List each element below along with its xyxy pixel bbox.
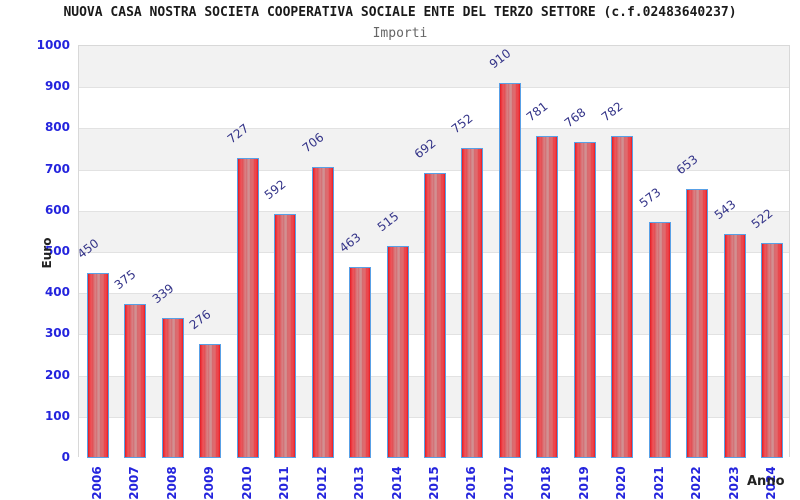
- plot-area: [78, 45, 790, 458]
- x-tick-label: 2020: [614, 466, 629, 500]
- x-tick-label: 2022: [689, 466, 704, 500]
- bar-2006: [86, 272, 109, 458]
- bar-2022: [686, 188, 709, 458]
- bar-2010: [236, 158, 259, 458]
- y-axis-title: Euro: [40, 237, 54, 269]
- x-tick-label: 2016: [464, 466, 479, 500]
- bar-2024: [761, 242, 784, 458]
- x-tick-label: 2015: [427, 466, 441, 500]
- x-tick-label: 2023: [726, 466, 741, 500]
- y-tick-label: 0: [61, 450, 70, 464]
- y-tick-label: 800: [44, 120, 70, 135]
- x-tick-label: 2019: [576, 466, 591, 500]
- x-tick-label: 2007: [127, 466, 142, 500]
- bar-2012: [311, 167, 334, 458]
- bar-2016: [461, 148, 484, 458]
- bar-2014: [386, 245, 409, 458]
- bar-2023: [723, 234, 746, 458]
- bar-2019: [573, 141, 596, 458]
- x-tick-label: 2006: [89, 466, 104, 500]
- x-tick-label: 2014: [389, 466, 404, 500]
- bar-2011: [274, 214, 297, 458]
- y-tick-label: 1000: [36, 38, 70, 52]
- bar-2009: [199, 344, 222, 458]
- x-tick-label: 2021: [651, 466, 666, 500]
- bar-2020: [611, 135, 634, 458]
- x-tick-label: 2013: [352, 466, 367, 500]
- bar-2018: [536, 136, 559, 458]
- bar-2007: [124, 303, 147, 458]
- x-axis-title: Anno: [747, 474, 785, 489]
- bar-2021: [648, 221, 671, 458]
- x-tick-label: 2012: [314, 466, 329, 500]
- chart-title: NUOVA CASA NOSTRA SOCIETA COOPERATIVA SO…: [63, 5, 737, 20]
- y-tick-label: 200: [44, 367, 70, 382]
- y-tick-label: 600: [44, 202, 70, 217]
- y-tick-label: 900: [44, 79, 70, 94]
- gridline: [79, 87, 789, 89]
- grid-band: [79, 87, 789, 129]
- grid-band: [79, 46, 789, 88]
- bar-2017: [498, 83, 521, 458]
- x-tick-label: 2008: [164, 466, 179, 500]
- grid-band: [79, 128, 789, 170]
- y-tick-label: 700: [44, 161, 70, 176]
- x-tick-label: 2010: [239, 466, 254, 500]
- y-tick-label: 300: [44, 326, 70, 341]
- bar-2013: [349, 267, 372, 458]
- x-tick-label: 2011: [277, 466, 292, 500]
- y-tick-label: 500: [44, 244, 70, 258]
- bar-2015: [424, 172, 446, 458]
- y-tick-label: 400: [44, 285, 70, 300]
- gridline: [79, 128, 789, 130]
- gridline: [79, 169, 789, 171]
- x-tick-label: 2017: [501, 466, 516, 500]
- y-tick-label: 100: [44, 408, 70, 423]
- chart-subtitle: Importi: [372, 26, 428, 41]
- x-tick-label: 2018: [539, 466, 554, 500]
- bar-2008: [161, 318, 184, 458]
- x-tick-label: 2009: [202, 466, 217, 500]
